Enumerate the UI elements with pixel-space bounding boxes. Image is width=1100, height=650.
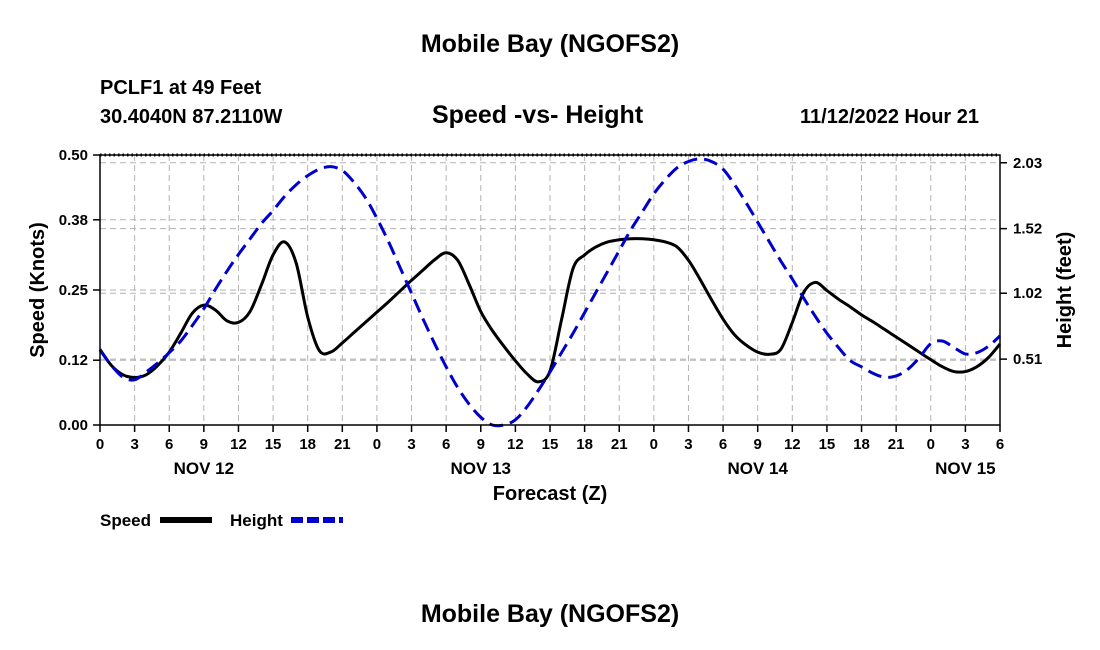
page-title: Mobile Bay (NGOFS2) bbox=[420, 30, 680, 58]
x-tick-label: 6 bbox=[996, 436, 1004, 453]
x-tick-label: 0 bbox=[650, 436, 658, 453]
axes: 0 3 6 9 12 15 18 21 0 3 6 9 12 15 18 21 0 3 6 9 12 15 18 21 0 3 6N… bbox=[59, 147, 1042, 478]
y-left-tick-label: 0.50 bbox=[59, 147, 88, 164]
x-tick-label: 0 bbox=[373, 436, 381, 453]
x-tick-label: 15 bbox=[819, 436, 836, 453]
chart-title: Speed -vs- Height bbox=[432, 101, 644, 129]
x-tick-label: 18 bbox=[576, 436, 593, 453]
x-tick-label: 9 bbox=[200, 436, 208, 453]
forecast-datetime: 11/12/2022 Hour 21 bbox=[800, 106, 980, 128]
series-lines bbox=[98, 157, 1002, 428]
y-axis-right-label: Height (feet) bbox=[1054, 232, 1076, 349]
x-tick-label: 21 bbox=[334, 436, 351, 453]
x-tick-label: 18 bbox=[299, 436, 316, 453]
grid-lines bbox=[100, 155, 1000, 425]
y-left-tick-label: 0.25 bbox=[59, 282, 88, 299]
x-tick-label: 12 bbox=[507, 436, 524, 453]
x-tick-label: 15 bbox=[265, 436, 282, 453]
x-tick-label: 9 bbox=[477, 436, 485, 453]
y-right-tick-label: 1.52 bbox=[1013, 221, 1042, 238]
x-tick-label: 6 bbox=[165, 436, 173, 453]
x-tick-label: 0 bbox=[927, 436, 935, 453]
y-right-tick-label: 0.51 bbox=[1013, 351, 1042, 368]
x-tick-label: 12 bbox=[230, 436, 247, 453]
legend-speed-label: Speed bbox=[100, 511, 151, 530]
x-tick-label: 6 bbox=[719, 436, 727, 453]
legend-height-label: Height bbox=[230, 511, 283, 530]
x-tick-label: 3 bbox=[961, 436, 969, 453]
station-label: PCLF1 at 49 Feet bbox=[100, 77, 262, 99]
x-tick-label: 3 bbox=[130, 436, 138, 453]
y-right-tick-label: 1.02 bbox=[1013, 285, 1042, 302]
coordinates-label: 30.4040N 87.2110W bbox=[100, 106, 283, 128]
x-tick-label: 3 bbox=[407, 436, 415, 453]
x-tick-label: 21 bbox=[888, 436, 905, 453]
y-right-tick-label: 2.03 bbox=[1013, 155, 1042, 172]
x-tick-label: 21 bbox=[611, 436, 628, 453]
x-date-label: NOV 12 bbox=[174, 459, 234, 478]
y-left-tick-label: 0.38 bbox=[59, 212, 88, 229]
x-tick-label: 0 bbox=[96, 436, 104, 453]
x-date-label: NOV 14 bbox=[727, 459, 788, 478]
x-date-label: NOV 15 bbox=[935, 459, 995, 478]
x-tick-label: 15 bbox=[542, 436, 559, 453]
x-tick-label: 3 bbox=[684, 436, 692, 453]
legend: Speed Height bbox=[100, 511, 343, 530]
x-axis-label: Forecast (Z) bbox=[493, 483, 607, 505]
y-left-tick-label: 0.12 bbox=[59, 352, 88, 369]
y-axis-left-label: Speed (Knots) bbox=[27, 222, 49, 358]
x-tick-label: 12 bbox=[784, 436, 801, 453]
x-date-label: NOV 13 bbox=[451, 459, 511, 478]
x-tick-label: 18 bbox=[853, 436, 870, 453]
height-series-line bbox=[98, 157, 1002, 428]
footer-title: Mobile Bay (NGOFS2) bbox=[420, 600, 680, 628]
x-tick-label: 6 bbox=[442, 436, 450, 453]
x-tick-label: 9 bbox=[754, 436, 762, 453]
y-left-tick-label: 0.00 bbox=[59, 417, 88, 434]
